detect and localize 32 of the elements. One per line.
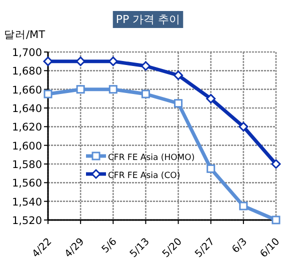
point xyxy=(271,159,281,169)
y-tick-label: 1,700 xyxy=(12,47,42,59)
point xyxy=(238,122,248,132)
y-tick-label: 1,660 xyxy=(12,84,42,96)
legend-label: CFR FE Asia (HOMO) xyxy=(108,153,195,163)
y-tick-label: 1,520 xyxy=(12,215,42,227)
point xyxy=(108,85,118,94)
y-tick-label: 1,600 xyxy=(12,140,42,152)
point xyxy=(272,216,280,224)
point xyxy=(76,85,85,94)
point xyxy=(140,61,150,71)
y-tick-label: 1,640 xyxy=(12,103,42,115)
point xyxy=(141,90,150,98)
y-tick-label: 1,580 xyxy=(12,159,42,171)
point xyxy=(206,164,216,173)
point xyxy=(108,56,118,66)
y-tick-label: 1,540 xyxy=(12,196,42,208)
x-tick-label: 5/6 xyxy=(100,236,120,256)
point xyxy=(44,90,52,98)
y-tick-label: 1,620 xyxy=(12,122,42,134)
legend-label: CFR FE Asia (CO) xyxy=(108,171,180,181)
y-tick-label: 1,680 xyxy=(12,66,42,78)
y-tick-label: 1,560 xyxy=(12,178,42,190)
point xyxy=(43,56,53,66)
chart-title: PP 가격 추이 xyxy=(116,13,180,26)
point xyxy=(174,99,183,108)
point xyxy=(76,56,86,66)
x-tick-label: 6/3 xyxy=(230,236,250,256)
point xyxy=(239,202,248,210)
point xyxy=(174,70,184,80)
point xyxy=(206,94,216,104)
y-axis-title: 달러/MT xyxy=(4,29,46,41)
